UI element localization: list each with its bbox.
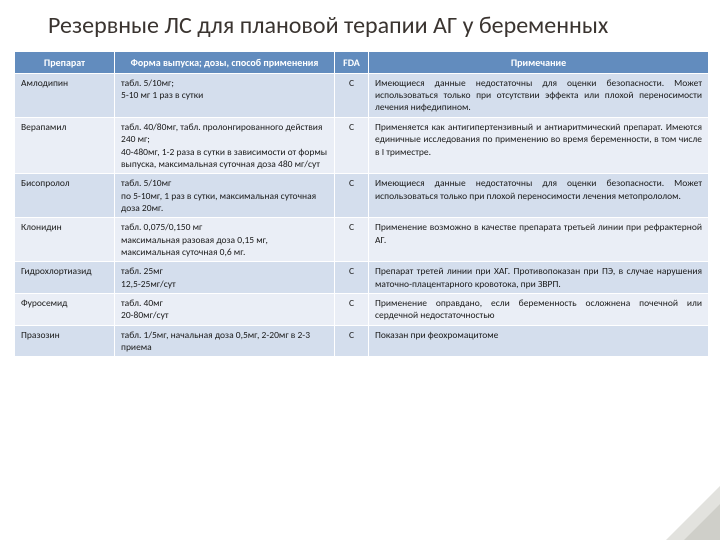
page-title: Резервные ЛС для плановой терапии АГ у б… (0, 0, 720, 51)
cell-drug: Гидрохлортиазид (15, 262, 115, 294)
cell-note: Показан при феохромацитоме (369, 325, 709, 357)
cell-note: Применяется как антигипертензивный и ант… (369, 117, 709, 173)
table-row: Амлодипинтабл. 5/10мг; 5-10 мг 1 раз в с… (15, 73, 709, 117)
cell-note: Имеющиеся данные недостаточны для оценки… (369, 73, 709, 117)
cell-fda: C (335, 293, 369, 325)
col-form: Форма выпуска; дозы, способ применения (115, 51, 335, 73)
cell-form: табл. 0,075/0,150 мг максимальная разова… (115, 218, 335, 262)
cell-form: табл. 40мг 20-80мг/сут (115, 293, 335, 325)
cell-fda: C (335, 325, 369, 357)
cell-form: табл. 5/10мг по 5-10мг, 1 раз в сутки, м… (115, 174, 335, 218)
cell-fda: C (335, 218, 369, 262)
cell-form: табл. 25мг 12,5-25мг/сут (115, 262, 335, 294)
cell-drug: Бисопролол (15, 174, 115, 218)
cell-drug: Клонидин (15, 218, 115, 262)
cell-form: табл. 5/10мг; 5-10 мг 1 раз в сутки (115, 73, 335, 117)
cell-fda: C (335, 174, 369, 218)
cell-note: Применение возможно в качестве препарата… (369, 218, 709, 262)
drug-table: Препарат Форма выпуска; дозы, способ при… (14, 51, 709, 358)
cell-form: табл. 1/5мг, начальная доза 0,5мг, 2-20м… (115, 325, 335, 357)
table-row: Бисопрололтабл. 5/10мг по 5-10мг, 1 раз … (15, 174, 709, 218)
col-fda: FDA (335, 51, 369, 73)
cell-drug: Верапамил (15, 117, 115, 173)
cell-note: Имеющиеся данные недостаточны для оценки… (369, 174, 709, 218)
cell-drug: Амлодипин (15, 73, 115, 117)
table-row: Празозинтабл. 1/5мг, начальная доза 0,5м… (15, 325, 709, 357)
table-row: Гидрохлортиазидтабл. 25мг 12,5-25мг/сутC… (15, 262, 709, 294)
cell-drug: Фуросемид (15, 293, 115, 325)
table-row: Верапамилтабл. 40/80мг, табл. пролонгиро… (15, 117, 709, 173)
cell-form: табл. 40/80мг, табл. пролонгированного д… (115, 117, 335, 173)
table-row: Клонидинтабл. 0,075/0,150 мг максимальна… (15, 218, 709, 262)
header-row: Препарат Форма выпуска; дозы, способ при… (15, 51, 709, 73)
cell-fda: C (335, 73, 369, 117)
col-note: Примечание (369, 51, 709, 73)
cell-note: Препарат третей линии при ХАГ. Противопо… (369, 262, 709, 294)
page-curl-icon (666, 486, 720, 540)
table-row: Фуросемидтабл. 40мг 20-80мг/сутCПрименен… (15, 293, 709, 325)
cell-note: Применение оправдано, если беременность … (369, 293, 709, 325)
cell-drug: Празозин (15, 325, 115, 357)
cell-fda: C (335, 262, 369, 294)
col-drug: Препарат (15, 51, 115, 73)
cell-fda: C (335, 117, 369, 173)
